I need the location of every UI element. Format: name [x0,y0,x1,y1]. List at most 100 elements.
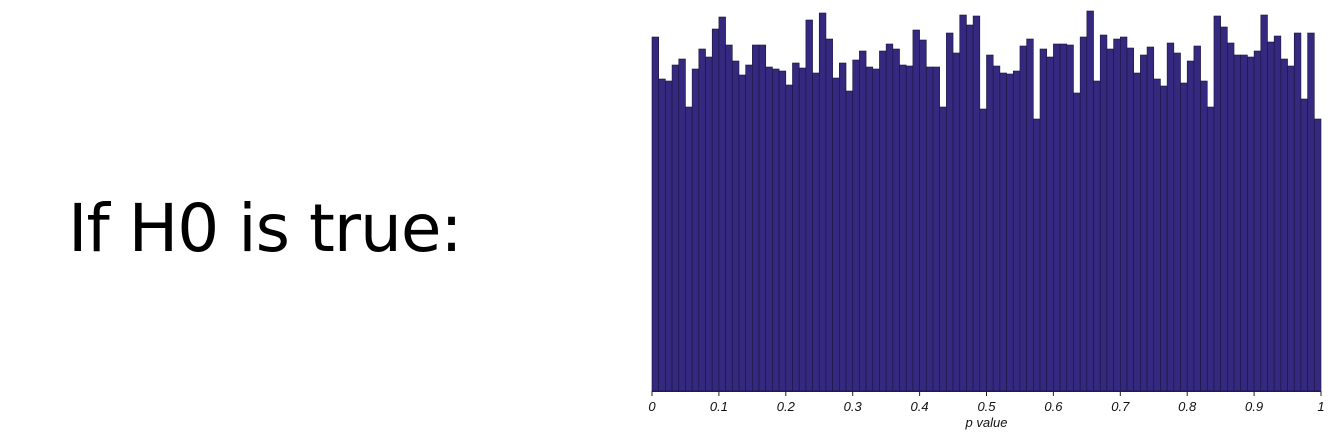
histogram-bar [999,72,1007,392]
x-tick-label: 0.3 [844,399,863,414]
histogram-bar [872,68,880,392]
histogram-bar [1113,38,1121,392]
histogram-bar [1073,92,1081,392]
histogram-bar [1193,45,1201,392]
histogram-bar [658,78,666,392]
histogram-bar [745,64,753,392]
histogram-bar [1267,41,1275,392]
histogram-bar [1200,80,1208,392]
histogram-bar [785,84,793,392]
histogram-bar [1033,118,1041,392]
histogram-bar [665,80,673,392]
histogram-bar [711,28,720,392]
histogram-bar [1240,54,1248,392]
histogram-bar [1273,35,1282,392]
histogram-bar [979,108,987,392]
histogram-bar [1314,118,1322,392]
x-tick-label: 0.1 [710,399,728,414]
histogram-bar [1133,72,1141,392]
histogram-bar [705,56,713,392]
x-tick-label: 0.5 [977,399,996,414]
histogram-bar [986,54,994,392]
histogram-bars [651,10,1322,392]
histogram-bar [1213,15,1221,392]
histogram-bar [698,48,706,392]
histogram-bar [812,72,820,392]
histogram-bar [925,66,934,392]
histogram-bar [1099,34,1108,392]
histogram-bar [1079,36,1088,392]
histogram-bar [671,64,680,392]
histogram-bar [691,68,700,392]
histogram-bar [731,60,740,392]
histogram-bar [1260,14,1268,392]
histogram-bar [1012,70,1021,392]
histogram-bar [1293,32,1302,392]
histogram-bar [859,50,867,392]
histogram-bar [1186,60,1195,392]
histogram-bar [1026,38,1034,392]
histogram-bar [738,74,746,392]
slide-headline: If H0 is true: [68,190,463,267]
histogram-bar [765,66,773,392]
x-tick-label: 0.4 [911,399,929,414]
histogram-bar [1173,52,1181,392]
histogram-bar [919,39,927,392]
histogram-bar [1166,42,1175,392]
x-tick-label: 0 [648,399,656,414]
x-tick-label: 0.6 [1044,399,1063,414]
histogram-bar [1253,50,1262,392]
histogram-bar [1039,48,1048,392]
histogram-bar [1300,98,1308,392]
histogram-bar [725,44,733,392]
histogram-bar [678,58,686,392]
histogram-bar [939,106,947,392]
histogram-bar [1280,58,1288,392]
histogram-bar [685,106,693,392]
histogram-bar [1307,32,1315,392]
histogram-bar [818,12,827,392]
histogram-bar [798,67,807,392]
histogram-bar [825,38,833,392]
histogram-bar [1206,106,1215,392]
x-tick-label: 1 [1317,399,1324,414]
histogram-bar [805,19,813,392]
x-tick-label: 0.9 [1245,399,1263,414]
x-axis-title: p value [965,415,1008,430]
histogram-bar [1019,45,1027,392]
histogram-bar [758,44,767,392]
x-axis: 0 0.1 0.2 0.3 0.4 0.5 0.6 0.7 0.8 0.9 1 p value [648,391,1325,430]
histogram-bar [1066,44,1074,392]
histogram-bar [772,68,780,392]
histogram-bar [952,52,961,392]
histogram-bar [992,65,1001,392]
histogram-bar [752,44,760,392]
histogram-bar [1126,47,1134,392]
histogram-bar [1059,43,1068,392]
histogram-bar [959,14,967,392]
histogram-bar [1180,82,1188,392]
histogram-bar [1140,54,1148,392]
histogram-bar [1146,46,1155,392]
histogram-bar [1053,43,1061,392]
histogram-bar [966,24,974,392]
histogram-bar [839,62,847,392]
histogram-bar [1233,54,1242,392]
histogram-bar [1247,56,1255,392]
histogram-bar [1153,78,1161,392]
histogram-bar [865,66,874,392]
histogram-bar [932,66,940,392]
x-tick-label: 0.8 [1178,399,1197,414]
histogram-bar [879,50,887,392]
histogram-bar [972,15,981,392]
x-tick-label: 0.2 [777,399,796,414]
histogram-bar [905,65,914,392]
histogram-bar [885,43,894,392]
histogram-bar [1006,73,1014,392]
histogram-bar [1220,26,1228,392]
histogram-bar [852,59,860,392]
histogram-bar [892,48,900,392]
histogram-bar [845,90,854,392]
